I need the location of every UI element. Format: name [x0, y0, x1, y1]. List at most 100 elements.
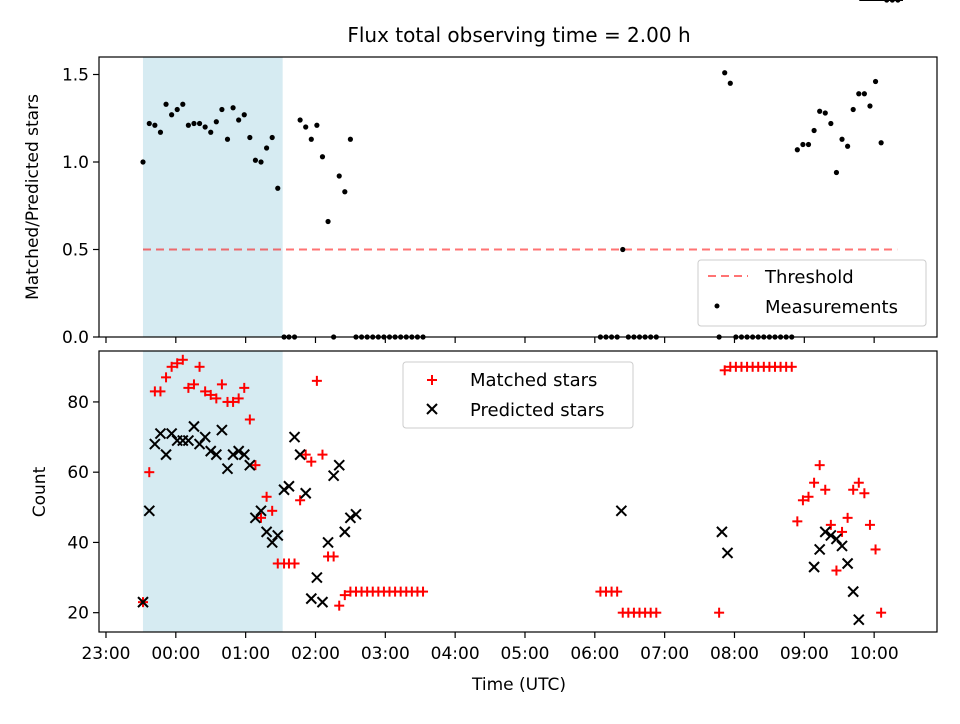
predicted-star-point [216, 424, 228, 436]
matched-star-point [250, 460, 261, 471]
measurement-point [822, 110, 828, 116]
matched-star-point [295, 495, 306, 506]
measurement-point [794, 147, 800, 153]
measurement-point [872, 78, 879, 85]
count-y-tick-label: 40 [67, 533, 89, 553]
measurement-point [146, 120, 152, 127]
measurement-point [722, 70, 728, 76]
predicted-star-point [716, 526, 728, 538]
matched-star-point [300, 449, 311, 460]
ratio-y-tick-label: 1.5 [62, 66, 89, 86]
measurement-point [811, 127, 817, 134]
matched-star-point [144, 467, 155, 478]
measurement-point [867, 103, 873, 109]
predicted-star-point [193, 438, 206, 450]
measurement-point [347, 136, 353, 142]
measurement-point [174, 106, 180, 113]
measurement-point [856, 91, 862, 97]
x-tick-label: 23:00 [81, 644, 130, 664]
matched-star-point [797, 495, 808, 506]
predicted-star-point [830, 533, 843, 545]
ratio-y-label: Matched/Predicted stars [23, 94, 43, 300]
measurement-point [275, 185, 281, 191]
predicted-star-point [721, 547, 734, 559]
x-tick-label: 02:00 [291, 644, 340, 664]
measurement-point [247, 134, 253, 141]
matched-star-point [289, 558, 300, 569]
matched-star-point [183, 382, 194, 393]
x-tick-label: 00:00 [151, 644, 200, 664]
matched-star-point [853, 477, 864, 488]
predicted-star-point [813, 543, 826, 556]
matched-star-point [612, 586, 623, 597]
measurement-point [224, 136, 231, 142]
matched-star-point [166, 361, 177, 372]
x-tick-label: 05:00 [500, 644, 549, 664]
matched-star-point [864, 519, 875, 530]
measurement-point [620, 246, 626, 253]
measurement-point [208, 129, 214, 135]
measurement-point [805, 141, 812, 148]
legend-matched-swatch [427, 375, 437, 385]
measurement-point [219, 106, 225, 113]
measurement-point [878, 140, 884, 146]
measurement-point [342, 189, 348, 195]
measurement-point [163, 101, 169, 107]
legend-measurement-swatch [714, 303, 720, 309]
predicted-star-point [227, 448, 239, 461]
ratio-legend-box [697, 259, 927, 327]
measurement-point [336, 173, 342, 179]
predicted-star-point [344, 512, 357, 524]
predicted-star-point [272, 529, 284, 542]
matched-star-point [825, 519, 836, 530]
x-tick-label: 08:00 [710, 644, 759, 664]
predicted-star-point [311, 571, 323, 584]
matched-star-point [244, 414, 255, 425]
matched-star-point [256, 512, 267, 523]
matched-star-point [228, 396, 239, 407]
matched-star-point [155, 386, 166, 397]
measurement-point [157, 129, 164, 135]
matched-star-point [161, 372, 172, 383]
count-frame [98, 350, 938, 633]
matched-star-point [714, 607, 725, 618]
predicted-star-point [249, 512, 262, 524]
measurement-point [241, 112, 247, 118]
predicted-star-point [210, 448, 223, 461]
measurement-point [325, 218, 331, 225]
predicted-star-point [808, 561, 820, 573]
predicted-star-point [283, 480, 295, 492]
measurement-point [817, 108, 823, 114]
x-tick-label: 03:00 [361, 644, 410, 664]
measurement-point [258, 159, 264, 165]
matched-star-point [814, 460, 825, 471]
predicted-star-point [847, 585, 859, 598]
measurement-point [264, 145, 270, 151]
matched-star-point [870, 544, 881, 555]
predicted-star-point [299, 487, 312, 499]
matched-star-point [651, 607, 662, 618]
matched-star-point [306, 456, 317, 467]
matched-star-point [194, 361, 205, 372]
measurement-point [850, 106, 856, 113]
figure-title: Flux total observing time = 2.00 h [347, 23, 690, 47]
predicted-star-point [350, 508, 362, 521]
predicted-star-point [199, 431, 211, 443]
matched-star-point [216, 379, 227, 390]
x-tick-label: 10:00 [850, 644, 899, 664]
count-y-axis: 20 40 60 80 [67, 393, 99, 624]
legend-threshold-label: Threshold [764, 267, 854, 288]
predicted-star-point [322, 536, 334, 549]
measurement-point [152, 122, 158, 128]
count-x-axis: 23:00 00:00 01:00 02:00 03:00 04:00 05:00 06:00… [81, 632, 899, 664]
predicted-star-point [333, 459, 345, 471]
measurement-point [319, 154, 326, 160]
predicted-star-point [244, 459, 256, 471]
measurement-point [191, 120, 197, 127]
measurement-point [269, 134, 275, 141]
legend-matched-label: Matched stars [470, 370, 597, 391]
ratio-shaded-span [142, 57, 283, 337]
matched-star-point [328, 551, 339, 562]
x-tick-label: 09:00 [780, 644, 829, 664]
matched-star-point [848, 484, 859, 495]
